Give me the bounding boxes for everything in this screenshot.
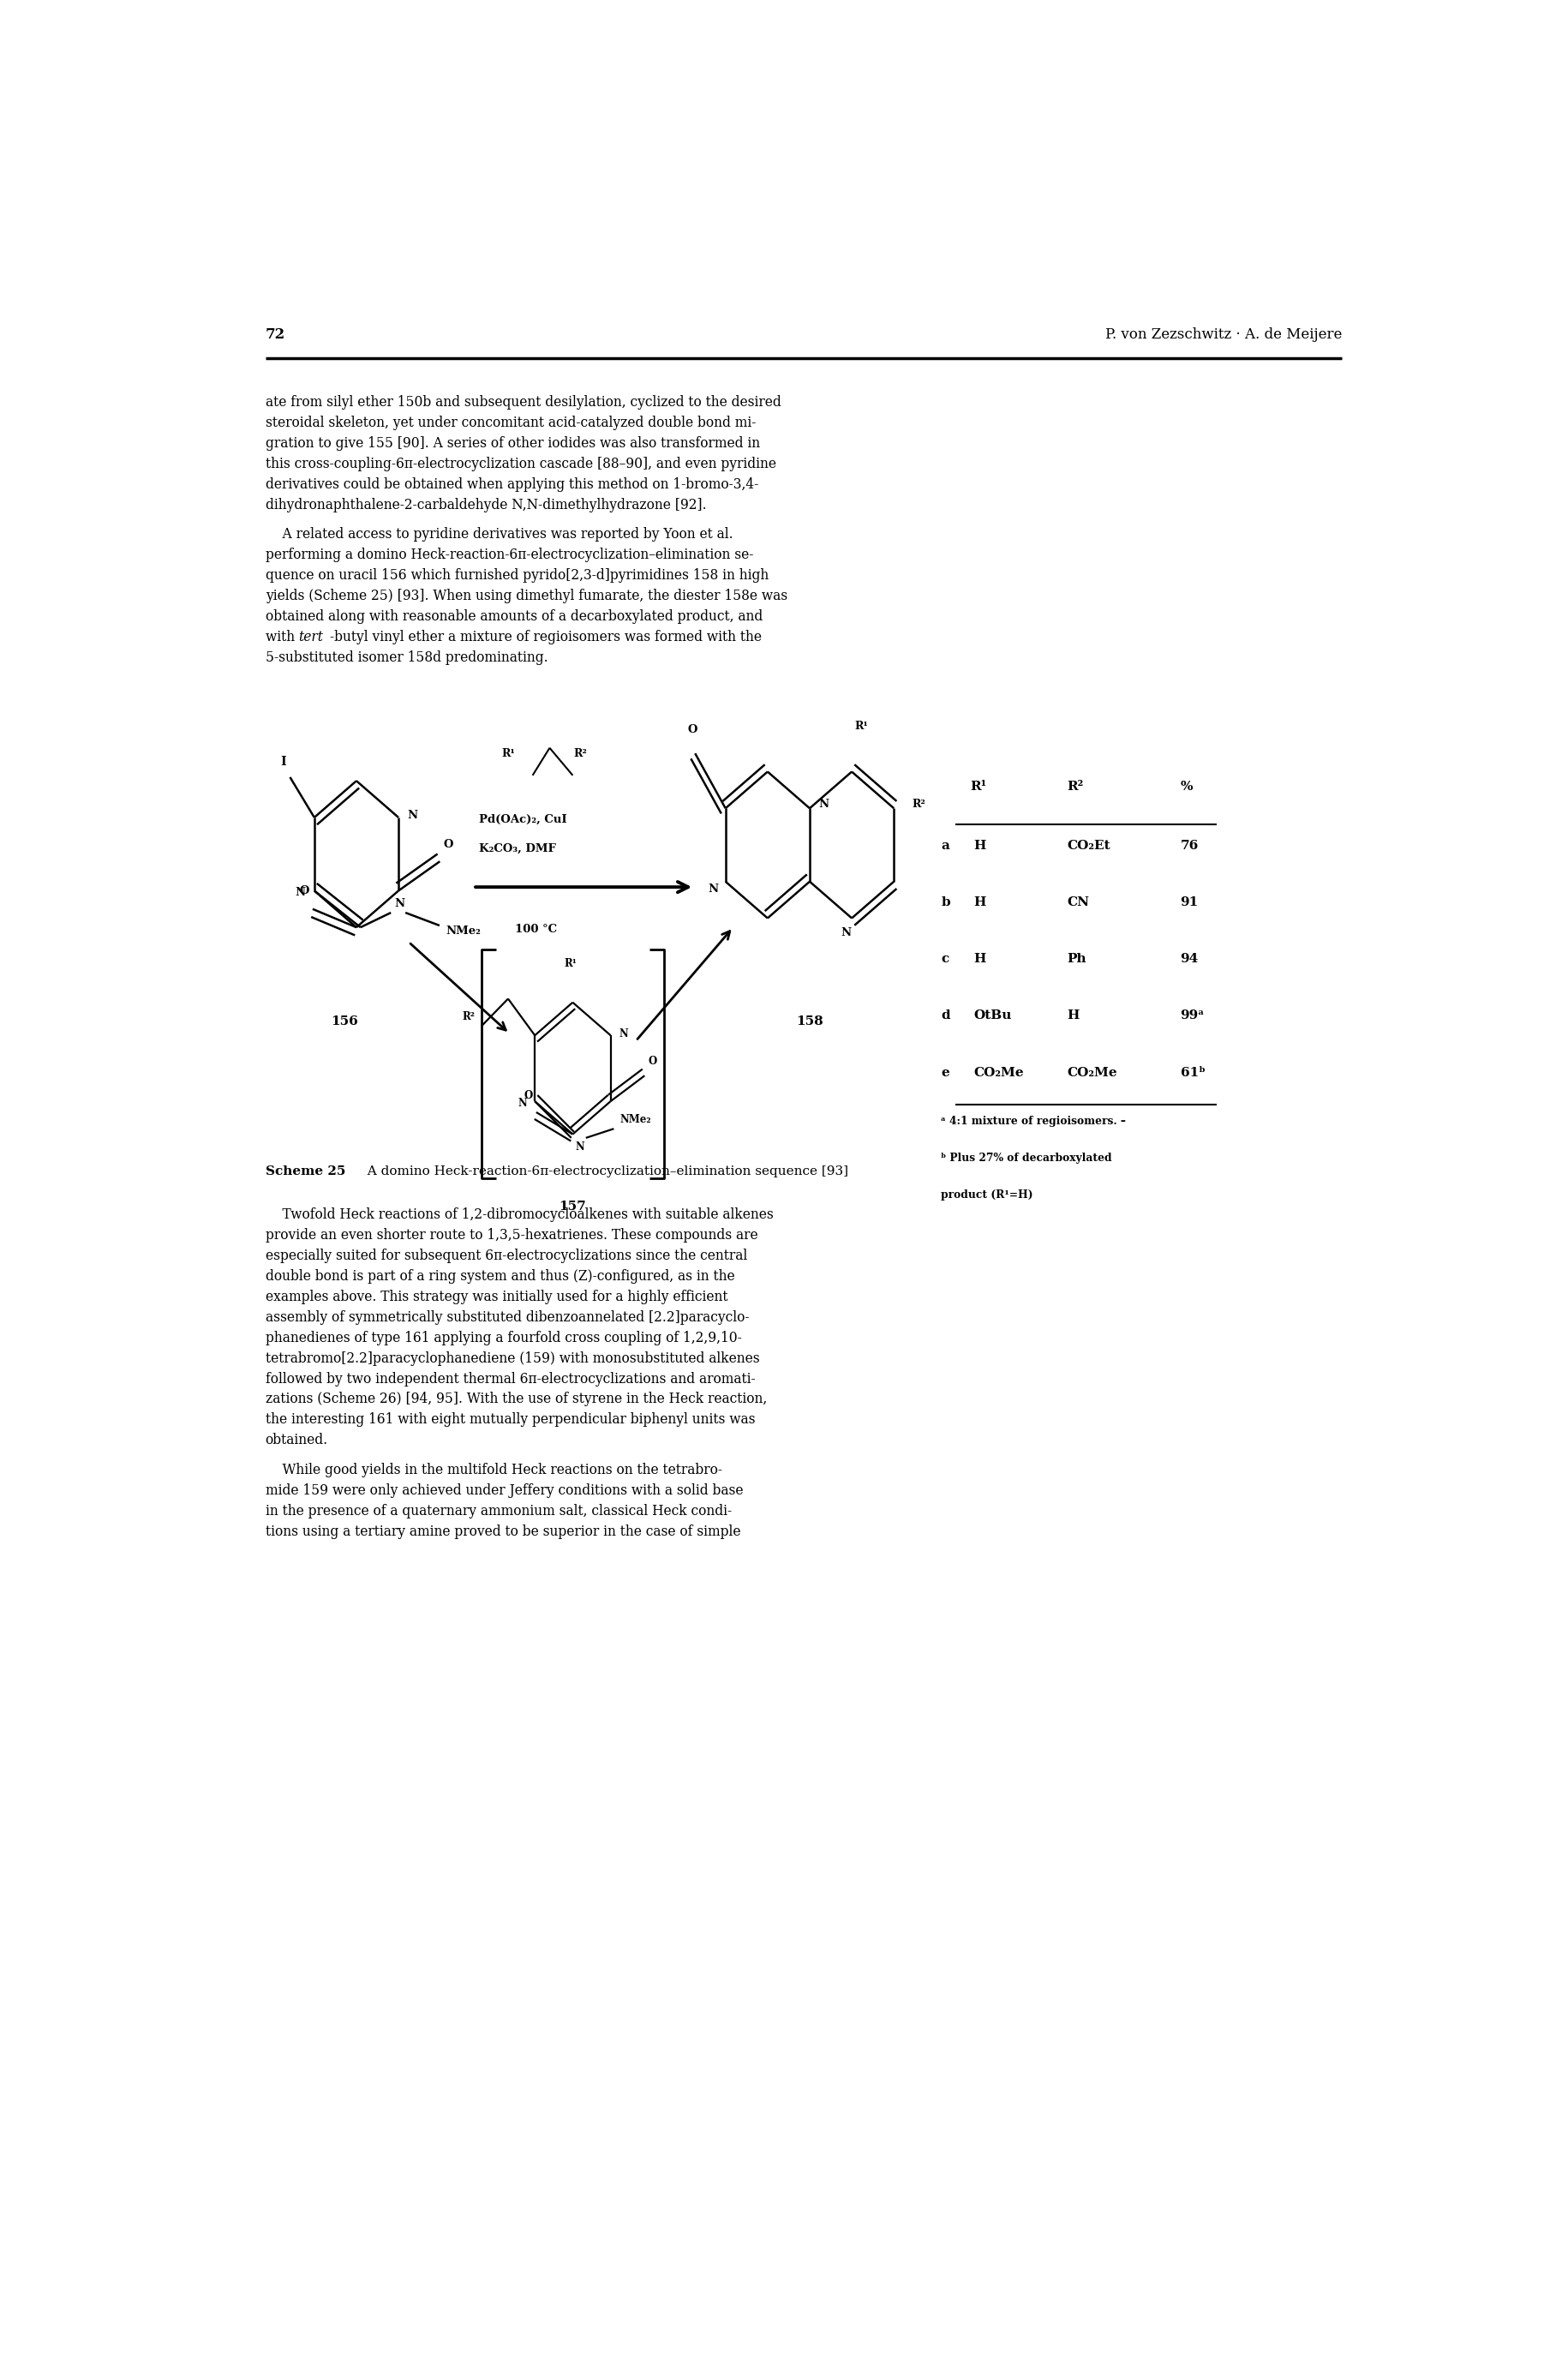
Text: N: N	[818, 799, 828, 811]
Text: 156: 156	[331, 1015, 358, 1027]
Text: gration to give 155 [90]. A series of other iodides was also transformed in: gration to give 155 [90]. A series of ot…	[265, 435, 760, 452]
Text: zations (Scheme 26) [94, 95]. With the use of styrene in the Heck reaction,: zations (Scheme 26) [94, 95]. With the u…	[265, 1391, 767, 1408]
Text: 100 °C: 100 °C	[516, 923, 557, 935]
Text: N: N	[707, 882, 718, 894]
Text: N: N	[575, 1141, 585, 1153]
Text: quence on uracil 156 which furnished pyrido[2,3-d]pyrimidines 158 in high: quence on uracil 156 which furnished pyr…	[265, 568, 768, 583]
Text: provide an even shorter route to 1,3,5-hexatrienes. These compounds are: provide an even shorter route to 1,3,5-h…	[265, 1227, 757, 1244]
Text: CO₂Me: CO₂Me	[974, 1065, 1024, 1080]
Text: H: H	[974, 897, 986, 908]
Text: 91: 91	[1181, 897, 1198, 908]
Text: product (R¹=H): product (R¹=H)	[941, 1189, 1033, 1201]
Text: N: N	[840, 927, 851, 939]
Text: R¹: R¹	[564, 958, 577, 970]
Text: Twofold Heck reactions of 1,2-dibromocycloalkenes with suitable alkenes: Twofold Heck reactions of 1,2-dibromocyc…	[265, 1208, 773, 1222]
Text: with: with	[265, 630, 298, 644]
Text: Scheme 25: Scheme 25	[265, 1165, 345, 1177]
Text: CN: CN	[1068, 897, 1090, 908]
Text: 94: 94	[1181, 954, 1198, 965]
Text: R¹: R¹	[855, 721, 867, 732]
Text: phanedienes of type 161 applying a fourfold cross coupling of 1,2,9,10-: phanedienes of type 161 applying a fourf…	[265, 1332, 742, 1346]
Text: H: H	[1068, 1011, 1080, 1023]
Text: tetrabromo[2.2]paracyclophanediene (159) with monosubstituted alkenes: tetrabromo[2.2]paracyclophanediene (159)…	[265, 1351, 759, 1365]
Text: obtained.: obtained.	[265, 1434, 328, 1448]
Text: OtBu: OtBu	[974, 1011, 1011, 1023]
Text: R¹: R¹	[971, 780, 986, 792]
Text: N: N	[519, 1099, 527, 1108]
Text: the interesting 161 with eight mutually perpendicular biphenyl units was: the interesting 161 with eight mutually …	[265, 1413, 754, 1427]
Text: c: c	[941, 954, 949, 965]
Text: O: O	[648, 1056, 657, 1065]
Text: b: b	[941, 897, 950, 908]
Text: ate from silyl ether 150b and subsequent desilylation, cyclized to the desired: ate from silyl ether 150b and subsequent…	[265, 395, 781, 409]
Text: K₂CO₃, DMF: K₂CO₃, DMF	[480, 844, 557, 854]
Text: Ph: Ph	[1068, 954, 1087, 965]
Text: tions using a tertiary amine proved to be superior in the case of simple: tions using a tertiary amine proved to b…	[265, 1524, 740, 1539]
Text: a: a	[941, 839, 949, 851]
Text: ᵃ 4:1 mixture of regioisomers. –: ᵃ 4:1 mixture of regioisomers. –	[941, 1115, 1126, 1127]
Text: 5-substituted isomer 158d predominating.: 5-substituted isomer 158d predominating.	[265, 652, 547, 666]
Text: dihydronaphthalene-2-carbaldehyde N,N-dimethylhydrazone [92].: dihydronaphthalene-2-carbaldehyde N,N-di…	[265, 497, 706, 511]
Text: derivatives could be obtained when applying this method on 1-bromo-3,4-: derivatives could be obtained when apply…	[265, 478, 759, 492]
Text: H: H	[974, 839, 986, 851]
Text: R²: R²	[913, 799, 925, 811]
Text: obtained along with reasonable amounts of a decarboxylated product, and: obtained along with reasonable amounts o…	[265, 609, 762, 623]
Text: O: O	[688, 723, 698, 735]
Text: R¹: R¹	[502, 747, 516, 759]
Text: N: N	[395, 899, 405, 908]
Text: -butyl vinyl ether a mixture of regioisomers was formed with the: -butyl vinyl ether a mixture of regioiso…	[329, 630, 762, 644]
Text: %: %	[1181, 780, 1193, 792]
Text: especially suited for subsequent 6π-electrocyclizations since the central: especially suited for subsequent 6π-elec…	[265, 1248, 746, 1263]
Text: tert: tert	[298, 630, 323, 644]
Text: CO₂Me: CO₂Me	[1068, 1065, 1118, 1080]
Text: steroidal skeleton, yet under concomitant acid-catalyzed double bond mi-: steroidal skeleton, yet under concomitan…	[265, 416, 756, 430]
Text: A related access to pyridine derivatives was reported by Yoon et al.: A related access to pyridine derivatives…	[265, 528, 732, 542]
Text: O: O	[299, 885, 309, 897]
Text: assembly of symmetrically substituted dibenzoannelated [2.2]paracyclo-: assembly of symmetrically substituted di…	[265, 1310, 750, 1325]
Text: double bond is part of a ring system and thus (Z)-configured, as in the: double bond is part of a ring system and…	[265, 1270, 734, 1284]
Text: followed by two independent thermal 6π-electrocyclizations and aromati-: followed by two independent thermal 6π-e…	[265, 1372, 756, 1386]
Text: R²: R²	[463, 1011, 475, 1023]
Text: O: O	[444, 839, 453, 851]
Text: NMe₂: NMe₂	[445, 925, 480, 937]
Text: mide 159 were only achieved under Jeffery conditions with a solid base: mide 159 were only achieved under Jeffer…	[265, 1484, 743, 1498]
Text: performing a domino Heck-reaction-6π-electrocyclization–elimination se-: performing a domino Heck-reaction-6π-ele…	[265, 547, 753, 564]
Text: I: I	[281, 756, 287, 768]
Text: examples above. This strategy was initially used for a highly efficient: examples above. This strategy was initia…	[265, 1289, 728, 1303]
Text: 61ᵇ: 61ᵇ	[1181, 1065, 1206, 1080]
Text: N: N	[619, 1027, 629, 1039]
Text: e: e	[941, 1065, 949, 1080]
Text: N: N	[295, 887, 306, 899]
Text: CO₂Et: CO₂Et	[1068, 839, 1110, 851]
Text: N: N	[408, 811, 417, 820]
Text: NMe₂: NMe₂	[619, 1113, 651, 1125]
Text: R²: R²	[574, 747, 588, 759]
Text: 158: 158	[797, 1015, 823, 1027]
Text: 157: 157	[560, 1201, 586, 1213]
Text: d: d	[941, 1011, 950, 1023]
Text: O: O	[524, 1089, 533, 1101]
Text: this cross-coupling-6π-electrocyclization cascade [88–90], and even pyridine: this cross-coupling-6π-electrocyclizatio…	[265, 457, 776, 471]
Text: 72: 72	[265, 328, 285, 342]
Text: A domino Heck-reaction-6π-electrocyclization–elimination sequence [93]: A domino Heck-reaction-6π-electrocycliza…	[359, 1165, 848, 1177]
Text: While good yields in the multifold Heck reactions on the tetrabro-: While good yields in the multifold Heck …	[265, 1462, 721, 1477]
Text: 76: 76	[1181, 839, 1198, 851]
Text: yields (Scheme 25) [93]. When using dimethyl fumarate, the diester 158e was: yields (Scheme 25) [93]. When using dime…	[265, 590, 787, 604]
Text: in the presence of a quaternary ammonium salt, classical Heck condi-: in the presence of a quaternary ammonium…	[265, 1503, 732, 1517]
Text: H: H	[974, 954, 986, 965]
Text: ᵇ Plus 27% of decarboxylated: ᵇ Plus 27% of decarboxylated	[941, 1153, 1112, 1163]
Text: P. von Zezschwitz · A. de Meijere: P. von Zezschwitz · A. de Meijere	[1105, 328, 1342, 342]
Text: Pd(OAc)₂, CuI: Pd(OAc)₂, CuI	[480, 813, 568, 825]
Text: 99ᵃ: 99ᵃ	[1181, 1011, 1204, 1023]
Text: R²: R²	[1068, 780, 1083, 792]
